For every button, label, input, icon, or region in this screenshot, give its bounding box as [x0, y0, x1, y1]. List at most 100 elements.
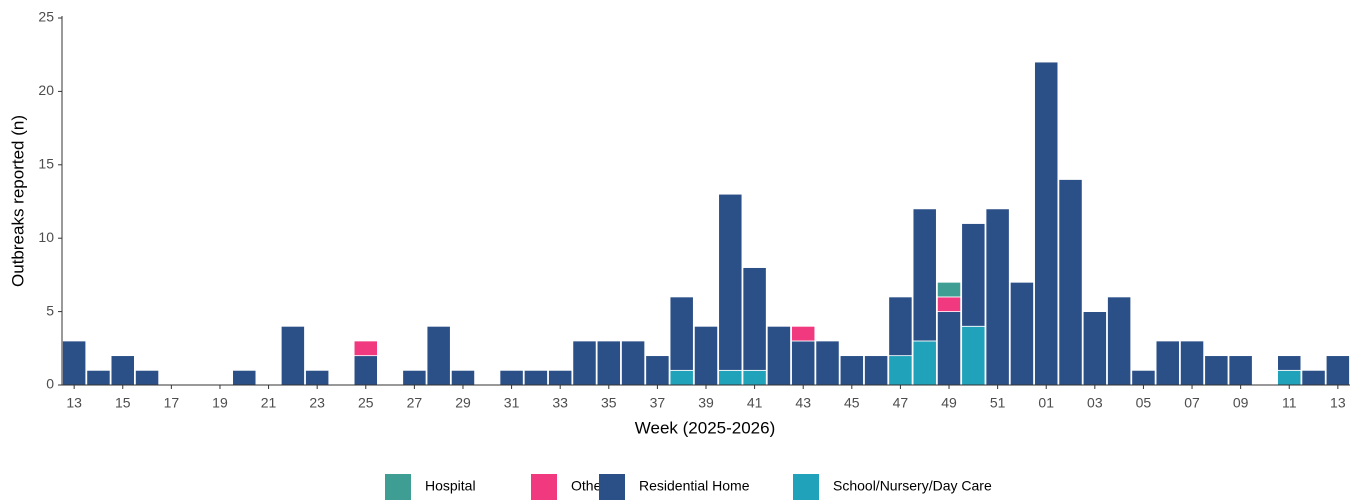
bar-segment	[718, 369, 743, 386]
bar-segment	[1204, 355, 1229, 386]
x-tick-label: 11	[1282, 395, 1297, 411]
x-tick-label: 25	[358, 395, 374, 411]
legend-swatch	[385, 474, 411, 500]
bar-segment	[1179, 340, 1205, 386]
bar-segment	[912, 340, 937, 386]
legend-label: Hospital	[425, 478, 476, 494]
x-tick-label: 03	[1087, 395, 1103, 411]
bar-segment	[548, 369, 573, 386]
x-tick-label: 21	[261, 395, 277, 411]
bar-segment	[621, 340, 646, 386]
legend-swatch	[531, 474, 557, 500]
bar-segment	[1058, 179, 1083, 386]
x-tick-label: 29	[455, 395, 471, 411]
bar-segment	[669, 369, 694, 386]
bar-segment	[669, 296, 694, 371]
bar-segment	[353, 355, 378, 386]
y-axis-title: Outbreaks reported (n)	[8, 115, 27, 287]
x-tick-label: 43	[795, 395, 811, 411]
x-tick-label: 39	[698, 395, 714, 411]
x-tick-label: 15	[115, 395, 131, 411]
bar-segment	[1301, 369, 1326, 386]
legend-swatch	[599, 474, 625, 500]
bar-segment	[1107, 296, 1132, 386]
x-tick-label: 19	[212, 395, 228, 411]
bar-segment	[815, 340, 840, 386]
legend-label: Other	[571, 478, 606, 494]
bar-segment	[912, 208, 937, 342]
x-tick-label: 23	[309, 395, 325, 411]
bar-segment	[936, 311, 962, 386]
x-tick-label: 37	[650, 395, 666, 411]
bar-segment	[1277, 355, 1302, 371]
bar-segment	[402, 369, 427, 386]
bar-segment	[86, 369, 111, 386]
bar-segment	[135, 369, 160, 386]
bar-segment	[1131, 369, 1156, 386]
y-tick-label: 15	[38, 156, 54, 172]
bar-segment	[742, 369, 767, 386]
x-tick-label: 41	[747, 395, 763, 411]
bar-segment	[961, 325, 986, 386]
bar-segment	[718, 193, 743, 371]
bar-segment	[1082, 311, 1107, 386]
bar-segment	[450, 369, 476, 386]
bar-segment	[985, 208, 1010, 386]
bar-segment	[936, 296, 962, 313]
bar-segment	[791, 340, 816, 386]
bar-segment	[62, 340, 87, 386]
bar-segment	[1277, 369, 1302, 386]
x-tick-label: 09	[1233, 395, 1249, 411]
y-tick-label: 25	[38, 9, 54, 25]
bar-segment	[499, 369, 524, 386]
x-tick-label: 49	[941, 395, 957, 411]
legend-label: Residential Home	[639, 478, 750, 494]
bar-segment	[426, 325, 451, 386]
bar-segment	[572, 340, 597, 386]
x-tick-label: 35	[601, 395, 617, 411]
bar-segment	[766, 325, 791, 386]
x-tick-label: 31	[504, 395, 520, 411]
bar-segment	[232, 369, 257, 386]
bar-segment	[523, 369, 548, 386]
x-tick-label: 47	[893, 395, 909, 411]
x-tick-label: 01	[1038, 395, 1054, 411]
bar-segment	[353, 340, 378, 357]
bar-segment	[305, 369, 330, 386]
x-tick-label: 33	[552, 395, 568, 411]
x-tick-label: 05	[1136, 395, 1152, 411]
bar-segment	[888, 296, 913, 357]
bar-segment	[1325, 355, 1350, 386]
bar-segment	[961, 223, 986, 327]
bar-segment	[1009, 281, 1034, 386]
x-tick-label: 45	[844, 395, 860, 411]
legend-label: School/Nursery/Day Care	[833, 478, 992, 494]
bar-segment	[596, 340, 621, 386]
y-tick-label: 20	[38, 82, 54, 98]
y-tick-label: 0	[46, 376, 54, 392]
bar-segment	[110, 355, 135, 386]
bar-segment	[1034, 61, 1059, 386]
bar-segment	[864, 355, 889, 386]
x-axis-title: Week (2025-2026)	[635, 418, 776, 437]
bar-segment	[645, 355, 670, 386]
y-tick-label: 10	[38, 229, 54, 245]
bar-segment	[888, 355, 913, 386]
bar-segment	[1155, 340, 1180, 386]
x-tick-label: 51	[990, 395, 1006, 411]
y-tick-label: 5	[46, 302, 54, 318]
bar-segment	[693, 325, 719, 386]
x-tick-label: 13	[66, 395, 82, 411]
bar-segment	[280, 325, 305, 386]
x-tick-label: 13	[1330, 395, 1346, 411]
bar-segment	[1228, 355, 1253, 386]
x-tick-label: 17	[164, 395, 180, 411]
bar-segment	[791, 325, 816, 342]
x-tick-label: 27	[407, 395, 423, 411]
x-tick-label: 07	[1184, 395, 1200, 411]
legend-swatch	[793, 474, 819, 500]
bar-segment	[742, 267, 767, 371]
bar-segment	[839, 355, 864, 386]
bar-segment	[936, 281, 962, 298]
